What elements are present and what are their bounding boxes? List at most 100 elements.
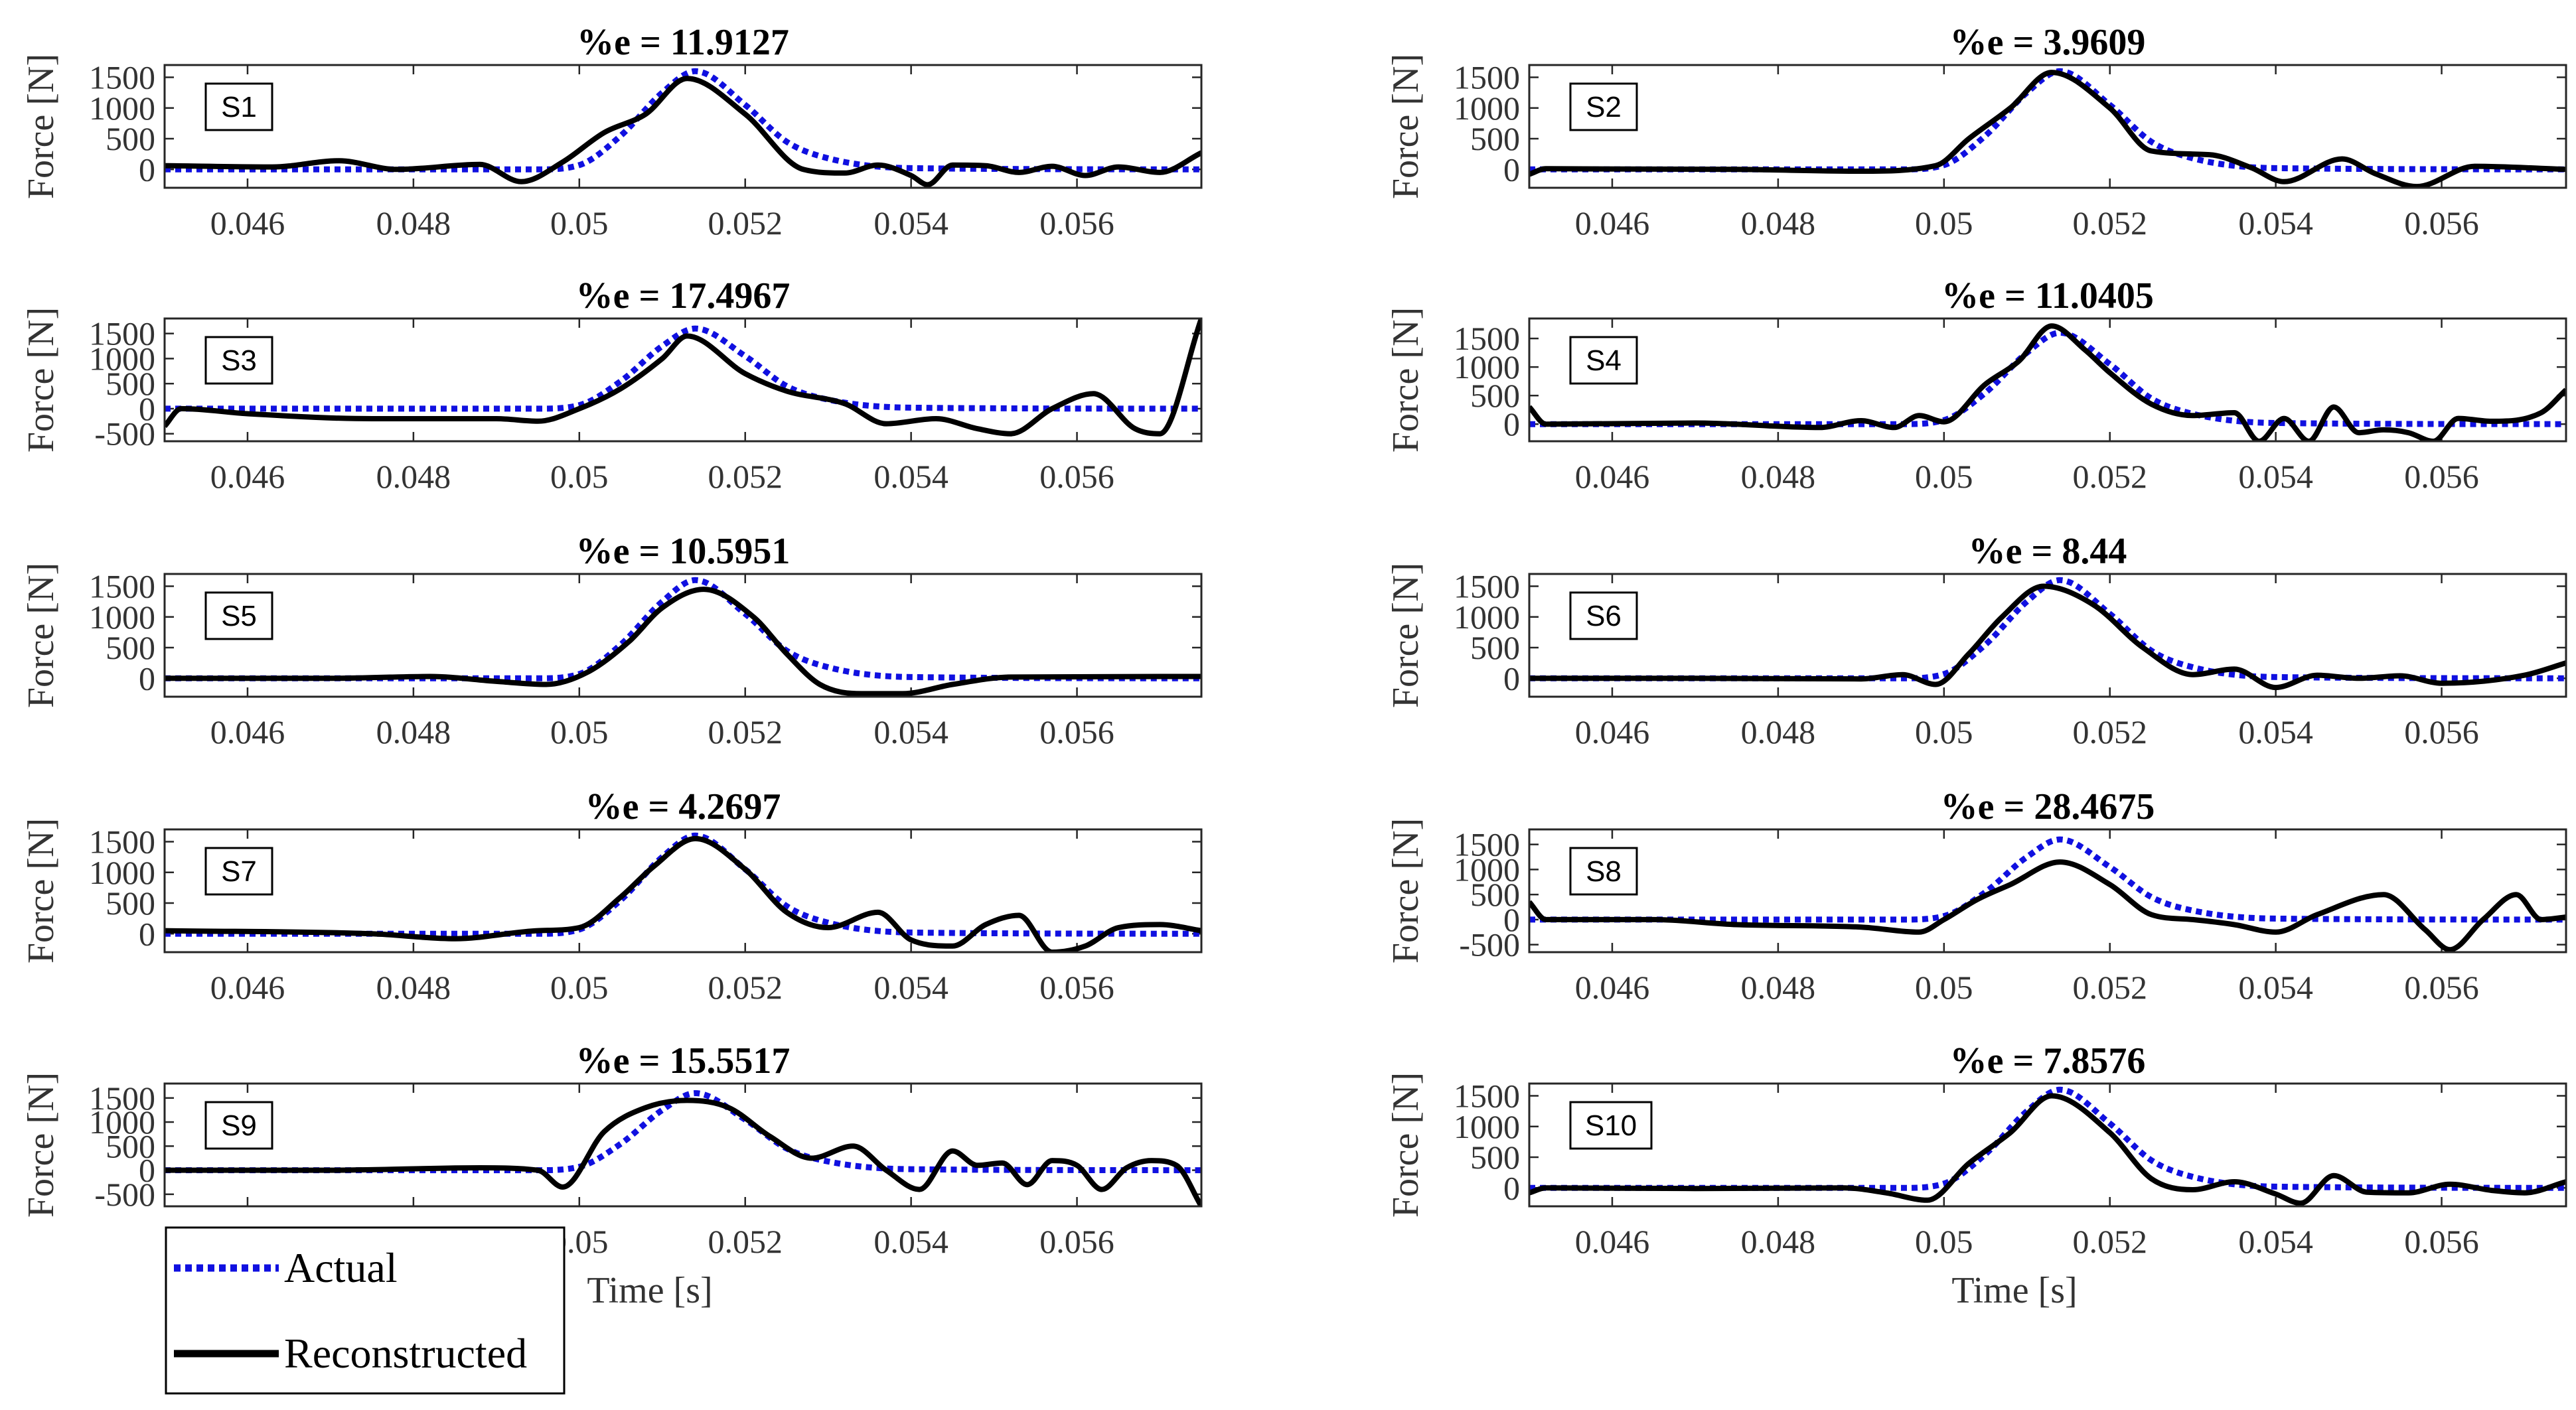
y-tick-label: 500 xyxy=(1470,876,1520,913)
panel-s3: 0.046 0.048 0.05 0.052 0.054 0.056 -5000500100… xyxy=(21,275,1203,495)
y-tick-label: -500 xyxy=(94,415,155,453)
sample-tag-label: S10 xyxy=(1585,1109,1637,1142)
panel-title: %e = 7.8576 xyxy=(1950,1040,2146,1082)
sample-tag-box xyxy=(204,1101,273,1150)
x-tick-label: 0.054 xyxy=(2238,458,2313,495)
y-tick-label: 500 xyxy=(1470,377,1520,414)
legend-box xyxy=(165,1226,566,1395)
series-reconstructed xyxy=(165,1097,1201,1206)
series-actual xyxy=(165,832,1201,937)
x-tick-label: 0.054 xyxy=(2238,713,2313,750)
x-tick-label: 0.048 xyxy=(1741,458,1816,495)
y-tick-label: 1500 xyxy=(89,568,155,605)
x-tick-label: 0.048 xyxy=(376,458,451,495)
panel-title: %e = 11.9127 xyxy=(577,22,789,63)
y-tick-label: 1500 xyxy=(1454,1078,1520,1115)
panel-s2: 0.046 0.048 0.05 0.052 0.054 0.056 05001000150… xyxy=(1385,22,2567,242)
sample-tag-label: S4 xyxy=(1586,344,1622,377)
x-tick-label: 0.048 xyxy=(1741,713,1816,750)
x-tick-label: 0.048 xyxy=(376,713,451,750)
x-tick-label: 0.056 xyxy=(2404,204,2479,242)
panel-title: %e = 3.9609 xyxy=(1950,22,2146,63)
y-tick-label: 500 xyxy=(106,629,155,666)
y-axis-label: Force [N] xyxy=(21,563,62,708)
axes-frame xyxy=(1528,828,2567,953)
x-tick-label: 0.05 xyxy=(550,969,609,1006)
panel-title: %e = 15.5517 xyxy=(576,1040,791,1082)
y-tick-label: 0 xyxy=(139,1152,155,1189)
x-tick-label: 0.052 xyxy=(2072,713,2147,750)
y-tick-label: 1000 xyxy=(89,1103,155,1141)
x-tick-label: 0.048 xyxy=(1741,204,1816,242)
x-tick-label: 0.05 xyxy=(550,713,609,750)
x-tick-label: 0.052 xyxy=(708,713,783,750)
y-tick-label: 500 xyxy=(1470,1139,1520,1176)
y-tick-label: 1500 xyxy=(1454,826,1520,863)
sample-tag-box xyxy=(1569,847,1638,896)
x-tick-label: 0.046 xyxy=(210,969,285,1006)
series-actual xyxy=(1529,68,2566,173)
y-axis-label: Force [N] xyxy=(1385,818,1426,963)
x-tick-label: 0.05 xyxy=(1915,204,1973,242)
panel-s1: 0.046 0.048 0.05 0.052 0.054 0.056 05001000150… xyxy=(21,22,1203,242)
x-tick-label: 0.048 xyxy=(376,204,451,242)
y-tick-label: 1500 xyxy=(1454,59,1520,96)
x-tick-label: 0.056 xyxy=(1039,458,1114,495)
x-tick-label: 0.046 xyxy=(1575,458,1650,495)
y-tick-label: -500 xyxy=(1459,926,1520,963)
panel-s10: 0.046 0.048 0.05 0.052 0.054 0.056 05001000150… xyxy=(1385,1040,2567,1311)
x-tick-label: 0.054 xyxy=(2238,969,2313,1006)
sample-tag-label: S2 xyxy=(1586,91,1622,123)
panel-title: %e = 8.44 xyxy=(1969,531,2127,572)
x-tick-label: 0.056 xyxy=(2404,458,2479,495)
series-actual xyxy=(1529,1086,2566,1191)
sample-tag-label: S7 xyxy=(221,855,257,888)
x-tick-label: 0.054 xyxy=(2238,204,2313,242)
x-tick-label: 0.054 xyxy=(2238,1223,2313,1260)
y-tick-label: 1000 xyxy=(1454,1108,1520,1145)
sample-tag-label: S9 xyxy=(221,1109,257,1142)
y-tick-label: 0 xyxy=(1503,901,1520,938)
panel-title: %e = 17.4967 xyxy=(576,275,791,317)
axes-frame xyxy=(163,317,1203,443)
y-axis-label: Force [N] xyxy=(1385,563,1426,708)
y-tick-label: 0 xyxy=(139,915,155,952)
sample-tag-label: S1 xyxy=(221,91,257,123)
panel-s4: 0.046 0.048 0.05 0.052 0.054 0.056 05001000150… xyxy=(1385,275,2567,495)
x-axis-label: Time [s] xyxy=(1951,1270,2077,1311)
y-axis-label: Force [N] xyxy=(1385,54,1426,199)
axes-frame xyxy=(163,1082,1203,1208)
axes-frame xyxy=(163,64,1203,189)
y-axis-label: Force [N] xyxy=(21,307,62,453)
y-axis-label: Force [N] xyxy=(1385,1072,1426,1218)
x-tick-label: 0.048 xyxy=(1741,969,1816,1006)
series-actual xyxy=(165,1090,1201,1174)
panels-layer: 0.046 0.048 0.05 0.052 0.054 0.05605001000150… xyxy=(21,22,2567,1311)
sample-tag-box xyxy=(1569,1101,1653,1150)
series-reconstructed xyxy=(1529,859,2566,952)
x-tick-label: 0.054 xyxy=(873,204,948,242)
x-tick-label: 0.05 xyxy=(1915,1223,1973,1260)
y-tick-label: 500 xyxy=(106,365,155,402)
x-tick-label: 0.052 xyxy=(708,458,783,495)
panel-s5: 0.046 0.048 0.05 0.052 0.054 0.056 05001000150… xyxy=(21,531,1203,750)
axes-frame xyxy=(163,828,1203,953)
x-tick-label: 0.056 xyxy=(2404,969,2479,1006)
legend-actual-label: Actual xyxy=(284,1244,398,1291)
series-reconstructed xyxy=(1529,70,2566,188)
y-tick-label: 500 xyxy=(106,120,155,157)
x-tick-label: 0.046 xyxy=(1575,969,1650,1006)
sample-tag-box xyxy=(1569,591,1638,640)
x-tick-label: 0.056 xyxy=(2404,1223,2479,1260)
x-tick-label: 0.056 xyxy=(1039,204,1114,242)
x-tick-label: 0.05 xyxy=(550,458,609,495)
sample-tag-box xyxy=(1569,82,1638,131)
sample-tag-label: S8 xyxy=(1586,855,1622,888)
y-tick-label: 0 xyxy=(1503,151,1520,188)
y-tick-label: 1500 xyxy=(1454,568,1520,605)
x-tick-label: 0.054 xyxy=(873,969,948,1006)
x-tick-label: 0.052 xyxy=(708,204,783,242)
series-actual xyxy=(165,68,1201,173)
y-tick-label: 0 xyxy=(1503,1169,1520,1206)
x-tick-label: 0.052 xyxy=(2072,969,2147,1006)
